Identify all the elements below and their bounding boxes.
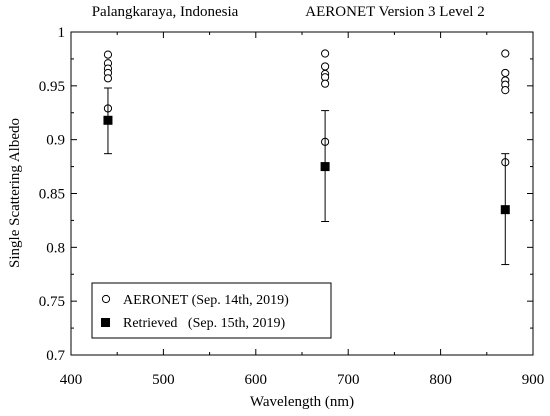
y-tick-label: 0.8: [46, 240, 65, 256]
y-tick-label: 0.75: [39, 294, 65, 310]
x-tick-label: 600: [245, 372, 268, 388]
chart-title-dataset: AERONET Version 3 Level 2: [305, 4, 484, 20]
retrieved-point: [103, 115, 113, 125]
legend-box: [91, 282, 332, 339]
axis-ticks: [70, 31, 534, 356]
x-tick-label: 900: [522, 372, 545, 388]
aeronet-point: [321, 62, 330, 71]
aeronet-point: [501, 68, 510, 78]
aeronet-point: [501, 86, 510, 95]
legend-label-aeronet: AERONET (Sep. 14th, 2019): [123, 293, 289, 308]
aeronet-point: [321, 49, 330, 58]
retrieved-point: [320, 162, 330, 172]
aeronet-point: [103, 74, 113, 83]
y-axis-label: Single Scattering Albedo: [7, 118, 23, 268]
x-tick-label: 400: [60, 372, 83, 388]
x-tick-label: 500: [152, 372, 175, 388]
legend-label-retrieved: Retrieved (Sep. 15th, 2019): [123, 316, 285, 331]
y-tick-label: 0.7: [46, 348, 65, 364]
x-tick-label: 800: [429, 372, 452, 388]
tick-labels: 400 500 600 700 800 900 0.7 0.75 0.8 0.85 0.9 0.95 1: [39, 25, 545, 388]
x-tick-label: 700: [337, 372, 360, 388]
x-axis-label: Wavelength (nm): [250, 394, 354, 410]
y-tick-label: 0.95: [39, 79, 65, 95]
chart-title-location: Palangkaraya, Indonesia: [92, 4, 239, 20]
legend-marker-retrieved: [101, 318, 110, 327]
aeronet-point: [321, 79, 330, 88]
legend: AERONET (Sep. 14th, 2019) Retrieved (Sep…: [91, 282, 332, 339]
data-marks: [103, 49, 510, 266]
y-tick-label: 1: [58, 25, 66, 41]
y-tick-label: 0.9: [46, 133, 65, 149]
retrieved-point: [500, 205, 510, 215]
aeronet-point: [501, 49, 510, 58]
y-tick-label: 0.85: [39, 187, 65, 203]
legend-marker-aeronet: [101, 294, 111, 304]
aeronet-point: [103, 50, 113, 59]
